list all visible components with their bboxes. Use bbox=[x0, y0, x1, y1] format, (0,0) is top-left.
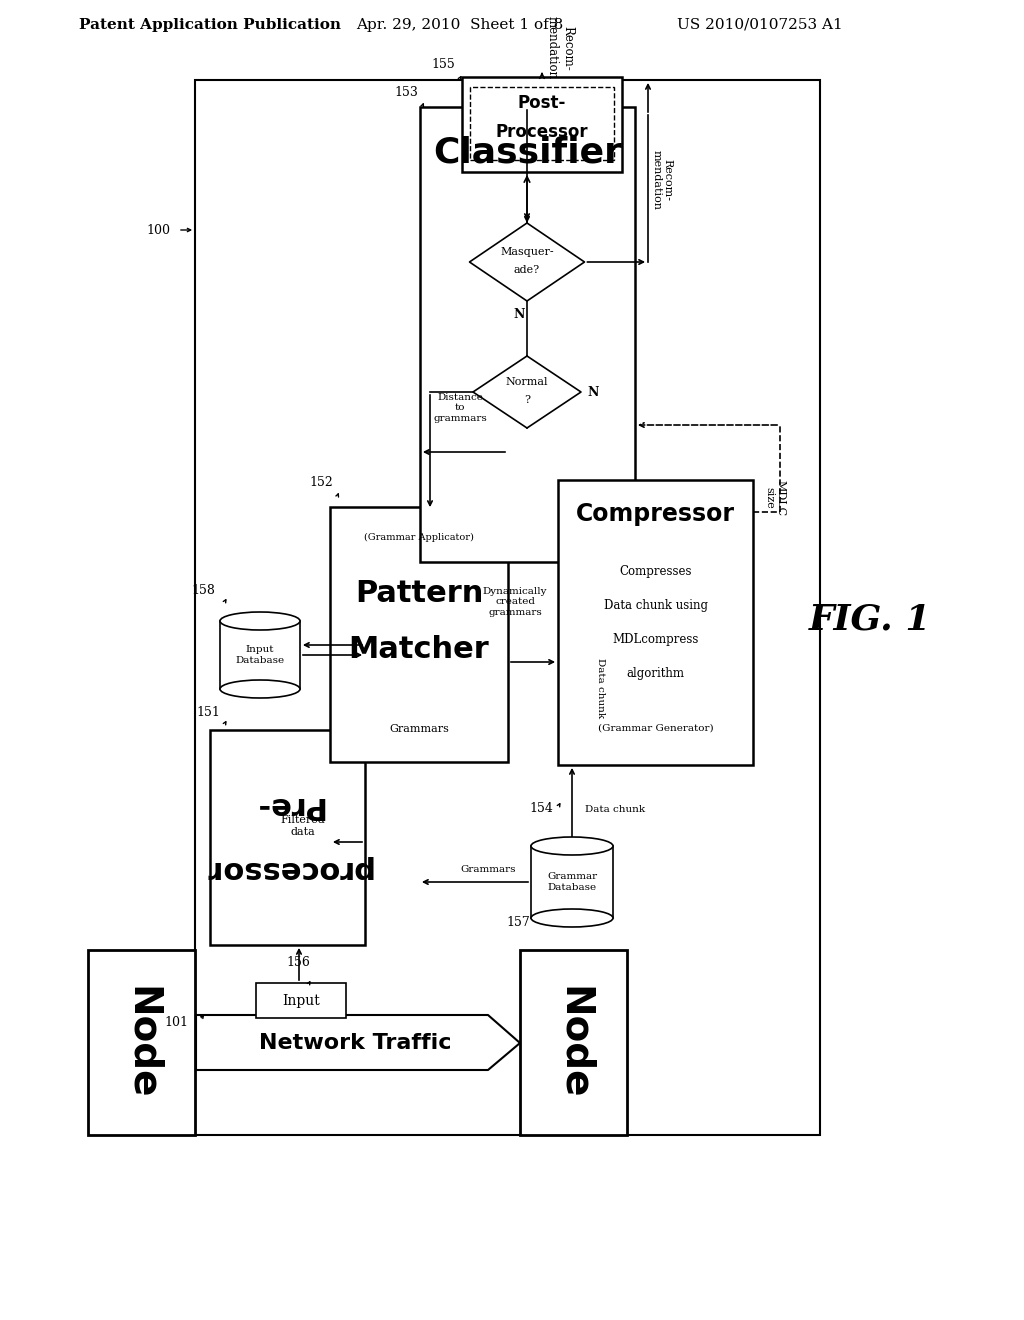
Text: 100: 100 bbox=[146, 223, 170, 236]
Text: US 2010/0107253 A1: US 2010/0107253 A1 bbox=[677, 18, 843, 32]
Ellipse shape bbox=[220, 612, 300, 630]
Text: Input
Database: Input Database bbox=[236, 645, 285, 665]
Text: Pattern: Pattern bbox=[354, 579, 483, 609]
Bar bbox=[330, 507, 508, 762]
Text: Data chunk: Data chunk bbox=[585, 805, 645, 814]
Text: Grammars: Grammars bbox=[460, 866, 516, 874]
Text: FIG. 1: FIG. 1 bbox=[809, 603, 931, 638]
Text: Apr. 29, 2010  Sheet 1 of 8: Apr. 29, 2010 Sheet 1 of 8 bbox=[356, 18, 563, 32]
Bar bbox=[220, 620, 300, 689]
Text: N: N bbox=[513, 308, 524, 321]
Text: Node: Node bbox=[123, 986, 161, 1100]
Text: Network Traffic: Network Traffic bbox=[259, 1034, 452, 1053]
Ellipse shape bbox=[531, 909, 613, 927]
Text: 155: 155 bbox=[431, 58, 455, 71]
Text: Recom-
mendation: Recom- mendation bbox=[651, 150, 673, 210]
Ellipse shape bbox=[220, 680, 300, 698]
Ellipse shape bbox=[531, 837, 613, 855]
Bar bbox=[195, 81, 820, 1135]
Bar bbox=[470, 87, 614, 160]
Text: Normal: Normal bbox=[506, 378, 548, 387]
Bar bbox=[210, 730, 365, 945]
Text: Compressor: Compressor bbox=[575, 502, 735, 527]
Text: Data chunk: Data chunk bbox=[596, 657, 604, 718]
Text: ade?: ade? bbox=[514, 265, 540, 275]
Text: Input: Input bbox=[283, 994, 319, 1008]
Bar bbox=[558, 480, 753, 766]
Text: Classifier: Classifier bbox=[433, 136, 622, 169]
Text: Distance
to
grammars: Distance to grammars bbox=[433, 393, 486, 422]
Text: 156: 156 bbox=[286, 956, 310, 969]
Bar bbox=[531, 846, 613, 917]
Text: MDLcompress: MDLcompress bbox=[612, 634, 698, 645]
Bar bbox=[256, 983, 346, 1018]
Text: 157: 157 bbox=[506, 916, 530, 928]
Text: Post-: Post- bbox=[518, 94, 566, 112]
Text: 153: 153 bbox=[394, 86, 418, 99]
Text: Patent Application Publication: Patent Application Publication bbox=[79, 18, 341, 32]
Text: 152: 152 bbox=[309, 475, 333, 488]
Text: ?: ? bbox=[524, 395, 530, 405]
Polygon shape bbox=[196, 1015, 520, 1071]
Text: 154: 154 bbox=[529, 801, 553, 814]
Polygon shape bbox=[473, 356, 581, 428]
Text: Data chunk using: Data chunk using bbox=[603, 599, 708, 612]
Text: Masquer-: Masquer- bbox=[500, 247, 554, 257]
Text: Recom-
mendation: Recom- mendation bbox=[546, 16, 574, 79]
Text: Compresses: Compresses bbox=[620, 565, 692, 578]
Bar bbox=[420, 107, 635, 562]
Text: algorithm: algorithm bbox=[627, 668, 684, 680]
Text: (Grammar Generator): (Grammar Generator) bbox=[598, 723, 714, 733]
Text: 158: 158 bbox=[191, 583, 215, 597]
Text: processor: processor bbox=[203, 855, 372, 884]
Text: Grammar
Database: Grammar Database bbox=[547, 873, 597, 892]
Bar bbox=[462, 77, 622, 172]
Text: Pre-: Pre- bbox=[252, 791, 323, 820]
Text: MDLC
size: MDLC size bbox=[764, 480, 785, 516]
Bar bbox=[88, 950, 195, 1135]
Text: 101: 101 bbox=[164, 1015, 188, 1028]
Text: 151: 151 bbox=[197, 705, 220, 718]
Text: N: N bbox=[588, 385, 599, 399]
Text: Filtered
data: Filtered data bbox=[281, 816, 326, 837]
Text: Matcher: Matcher bbox=[348, 635, 489, 664]
Bar bbox=[520, 950, 627, 1135]
Text: Dynamically
created
grammars: Dynamically created grammars bbox=[482, 587, 547, 616]
Text: Processor: Processor bbox=[496, 123, 589, 141]
Text: Grammars: Grammars bbox=[389, 723, 449, 734]
Polygon shape bbox=[469, 223, 585, 301]
Text: (Grammar Applicator): (Grammar Applicator) bbox=[365, 533, 474, 543]
Text: Node: Node bbox=[555, 986, 593, 1100]
